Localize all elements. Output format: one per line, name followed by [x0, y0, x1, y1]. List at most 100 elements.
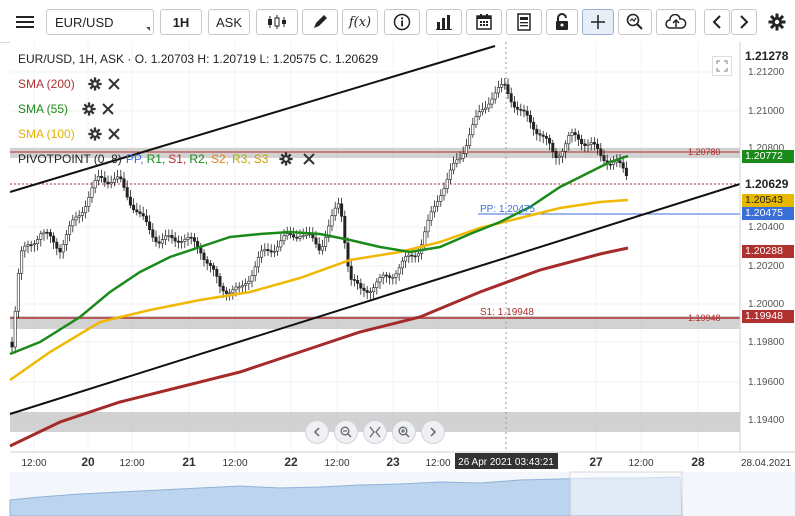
bar-chart-icon: [436, 15, 452, 30]
r1-right-label: 1.20780: [688, 147, 721, 157]
caret-icon: [146, 27, 150, 31]
overview-window[interactable]: [569, 471, 683, 516]
indicator-sma-55[interactable]: SMA (55): [18, 102, 114, 116]
price-axis-label: 1.20200: [748, 261, 785, 272]
channel-lower-line: [9, 183, 741, 415]
menu-button[interactable]: [8, 9, 42, 35]
gear-icon[interactable]: [88, 127, 102, 141]
channel-upper-line: [9, 45, 496, 193]
pivot-prefix: PIVOTPOINT (0, 8): [18, 152, 122, 166]
calendar-button[interactable]: [466, 9, 502, 35]
indicator-pivotpoint[interactable]: PIVOTPOINT (0, 8) PP, R1, S1, R2, S2, R3, S3: [18, 152, 316, 166]
price-tag: 1.20772: [742, 150, 794, 163]
close-icon[interactable]: [102, 103, 114, 115]
sma-200-line: [9, 246, 629, 448]
news-button[interactable]: [506, 9, 542, 35]
time-axis-label: 12:00: [222, 458, 247, 469]
zoom-button[interactable]: [618, 9, 652, 35]
indicators-button[interactable]: f(x): [342, 9, 378, 35]
price-tag: 1.20475: [742, 207, 794, 220]
time-axis-label: 12:00: [21, 458, 46, 469]
zoom-out-icon: [340, 426, 352, 438]
chevron-left-icon: [712, 15, 721, 29]
info-icon: [393, 13, 411, 31]
time-axis-label: 12:00: [324, 458, 349, 469]
scroll-right-button[interactable]: [421, 420, 445, 444]
time-axis-label: 28.04.2021: [741, 458, 791, 469]
s1-level-label: S1: 1.19948: [480, 307, 534, 318]
time-axis-label: 21: [182, 455, 196, 469]
timeframe-label: 1H: [172, 14, 190, 30]
price-tag: 1.20543: [742, 194, 794, 207]
price-tag: 1.21278: [742, 49, 794, 64]
price-axis-label: 1.19400: [748, 415, 785, 426]
time-axis[interactable]: 12:00 20 12:00 21 12:00 22 12:00 23 12:00 27 12:00…: [21, 455, 791, 469]
fit-button[interactable]: [363, 420, 387, 444]
cloud-upload-icon: [665, 14, 687, 29]
gear-icon[interactable]: [88, 77, 102, 91]
r1-zone: [10, 148, 740, 158]
timeframe-selector[interactable]: 1H: [160, 9, 202, 35]
pivot-item-label: S1,: [168, 152, 187, 166]
lock-button[interactable]: [546, 9, 578, 35]
zoom-out-button[interactable]: [334, 420, 358, 444]
pivot-item-label: R2,: [189, 152, 208, 166]
menu-icon: [16, 16, 34, 28]
pivot-item-label: R1,: [146, 152, 166, 166]
indicator-label: SMA (200): [18, 77, 75, 91]
pivot-item-label: S3: [253, 152, 269, 166]
indicator-sma-200[interactable]: SMA (200): [18, 77, 120, 91]
s1-zone: [10, 316, 740, 329]
price-type-selector[interactable]: ASK: [208, 9, 250, 35]
indicator-sma-100[interactable]: SMA (100): [18, 127, 120, 141]
gear-icon[interactable]: [82, 102, 96, 116]
close-icon[interactable]: [108, 78, 120, 90]
settings-button[interactable]: [764, 9, 790, 35]
chevron-right-icon: [430, 427, 437, 437]
time-axis-label: 23: [386, 455, 400, 469]
gear-icon: [768, 13, 786, 31]
pivot-item-label: PP,: [125, 152, 144, 166]
sma-55-line: [9, 154, 629, 356]
gear-icon[interactable]: [279, 152, 294, 166]
chevron-right-icon: [740, 15, 749, 29]
zoom-in-icon: [398, 426, 410, 438]
crosshair-button[interactable]: [582, 9, 614, 35]
scroll-right-button[interactable]: [731, 9, 757, 35]
info-button[interactable]: [384, 9, 420, 35]
price-axis-label: 1.20800: [748, 143, 785, 154]
chart-type-button[interactable]: [256, 9, 298, 35]
symbol-selector[interactable]: EUR/USD: [46, 9, 154, 35]
crosshair-time-badge: [455, 453, 558, 469]
price-axis-label: 1.20400: [748, 222, 785, 233]
candlestick-icon: [268, 15, 286, 29]
chart-header: EUR/USD, 1H, ASK · O. 1.20703 H: 1.20719…: [18, 52, 379, 66]
expand-button[interactable]: [712, 56, 732, 76]
zoom-in-button[interactable]: [392, 420, 416, 444]
time-axis-label: 12:00: [425, 458, 450, 469]
time-axis-label: 22: [284, 455, 298, 469]
time-axis-label: 12:00: [119, 458, 144, 469]
time-axis-label: 28: [691, 455, 705, 469]
bar-chart-button[interactable]: [426, 9, 462, 35]
upload-button[interactable]: [656, 9, 696, 35]
price-type-label: ASK: [215, 14, 242, 30]
document-icon: [517, 13, 531, 31]
close-icon[interactable]: [108, 128, 120, 140]
function-icon: f(x): [348, 14, 372, 30]
price-tag: 1.20629: [742, 177, 794, 192]
pivot-items: PP, R1, S1, R2, S2, R3, S3: [126, 152, 272, 166]
drawing-tools-button[interactable]: [302, 9, 338, 35]
lock-icon: [556, 13, 568, 30]
scroll-left-button[interactable]: [305, 420, 329, 444]
price-axis-label: 1.21000: [748, 106, 785, 117]
symbol-label: EUR/USD: [55, 14, 114, 30]
close-icon[interactable]: [303, 153, 316, 165]
price-axis-label: 1.21200: [748, 67, 785, 78]
scroll-left-button[interactable]: [704, 9, 730, 35]
toolbar: EUR/USD 1H ASK f(x): [0, 0, 795, 43]
pivot-item-label: R3,: [232, 152, 251, 166]
s1-right-label: 1.19948: [688, 313, 721, 323]
pencil-icon: [314, 15, 327, 28]
price-tag: 1.20288: [742, 245, 794, 258]
